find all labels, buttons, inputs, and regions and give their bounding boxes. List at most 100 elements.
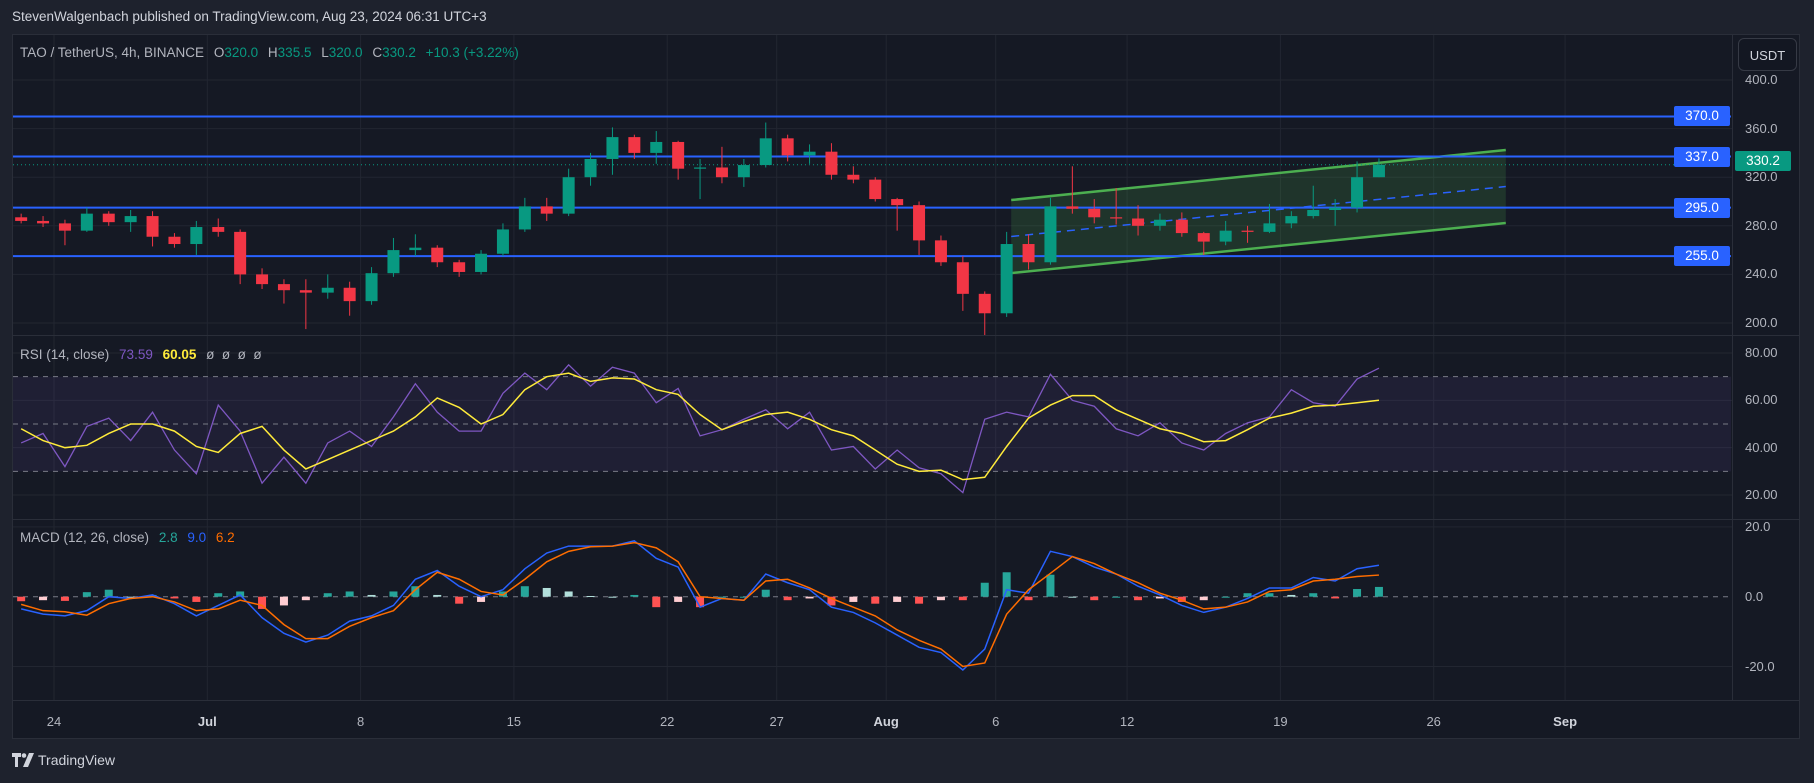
candle-body [913,205,926,241]
candle-body [431,247,444,263]
tradingview-wordmark: TradingView [38,752,116,768]
price-axis-label: 360.0 [1745,120,1778,136]
candle-body [759,138,772,166]
grid-lines [13,35,1732,700]
macd-histogram-bar [1221,596,1230,598]
level-price-label: 255.0 [1674,246,1730,267]
candle-body [1110,217,1123,219]
macd-histogram-bar [1155,596,1164,599]
open-key: O [213,45,225,60]
candle-body [672,141,685,169]
time-axis-label: 8 [356,714,365,729]
macd-histogram-bar [1177,596,1186,602]
macd-hist-value: 2.8 [158,530,178,545]
candle-body [1088,208,1101,218]
candle-body [803,151,816,156]
macd-histogram-bar [1090,596,1099,601]
candle-body [475,253,488,272]
candle-body [1022,244,1035,263]
macd-pane[interactable] [13,540,1732,671]
change-value: +10.3 (+3.22%) [425,45,519,60]
low-key: L [321,45,329,60]
macd-histogram-bar [871,596,880,604]
rsi-axis-label: 80.00 [1745,345,1778,360]
price-axis-label: 320.0 [1745,169,1778,185]
price-pane[interactable] [13,115,1732,335]
macd-value: 9.0 [187,530,207,545]
macd-histogram-bar [783,596,792,601]
macd-histogram-bar [542,587,551,597]
candle-body [409,247,422,251]
candle-body [934,240,947,263]
tradingview-logo[interactable]: TradingView [12,752,115,768]
candle-body [891,199,904,206]
candle-body [518,206,531,230]
macd-title[interactable]: MACD (12, 26, close) [20,530,150,545]
candle-body [540,206,553,214]
macd-histogram-bar [805,596,814,599]
macd-histogram-bar [17,596,26,602]
candle-body [562,177,575,214]
currency-button[interactable]: USDT [1738,38,1797,71]
candle-body [715,167,728,178]
candle-body [584,158,597,178]
candle-body [168,236,181,245]
time-axis-label: 19 [1273,714,1288,729]
rsi-axis-label: 40.00 [1745,439,1778,455]
candle-body [1351,177,1364,208]
rsi-title[interactable]: RSI (14, close) [20,347,110,362]
macd-histogram-bar [236,591,245,597]
candle-body [650,141,663,153]
candle-body [1307,210,1320,217]
candle-body [146,216,159,237]
candle-body [1175,219,1188,234]
macd-histogram-bar [433,594,442,597]
candle-body [1153,219,1166,226]
macd-histogram-bar [126,596,135,598]
macd-histogram-bar [1068,596,1077,598]
candle-body [387,250,400,274]
high-value: 335.5 [277,45,312,60]
macd-histogram-bar [893,596,902,602]
candle-body [847,174,860,180]
rsi-ma-value: 60.05 [162,347,197,362]
macd-histogram-bar [60,596,69,601]
macd-histogram-bar [1287,594,1296,597]
macd-histogram-bar [214,593,223,597]
symbol-name[interactable]: TAO / TetherUS, 4h, BINANCE [20,45,205,60]
candle-body [190,227,203,245]
time-axis-label: 26 [1426,714,1441,729]
candle-body [256,274,269,285]
time-axis-label: Aug [873,714,899,729]
candle-body [606,137,619,159]
macd-histogram-bar [1374,586,1383,597]
macd-histogram-bar [717,596,726,598]
level-price-label: 370.0 [1674,106,1730,127]
macd-histogram-bar [104,589,113,597]
candle-body [628,137,641,153]
macd-axis-label: 20.0 [1745,518,1771,534]
macd-histogram-bar [477,596,486,602]
rsi-pane[interactable] [13,363,1732,494]
macd-histogram-bar [1243,593,1252,597]
price-axis-label: 240.0 [1745,266,1778,282]
macd-histogram-bar [958,596,967,601]
rsi-axis-label: 20.00 [1745,487,1778,503]
candle-body [277,284,290,291]
macd-histogram-bar [455,596,464,604]
rsi-value: 73.59 [119,347,153,362]
candle-body [1285,216,1298,224]
candle-body [212,227,225,232]
macd-histogram-bar [1353,589,1362,597]
candle-body [1241,230,1254,232]
macd-histogram-bar [696,596,705,608]
candle-body [453,262,466,272]
macd-histogram-bar [980,582,989,597]
macd-histogram-bar [674,596,683,602]
time-axis-label: 15 [506,714,522,729]
macd-histogram-bar [411,586,420,597]
macd-signal-value: 6.2 [215,530,235,545]
macd-histogram-bar [1024,596,1033,601]
channel-upper-line [1011,148,1506,202]
